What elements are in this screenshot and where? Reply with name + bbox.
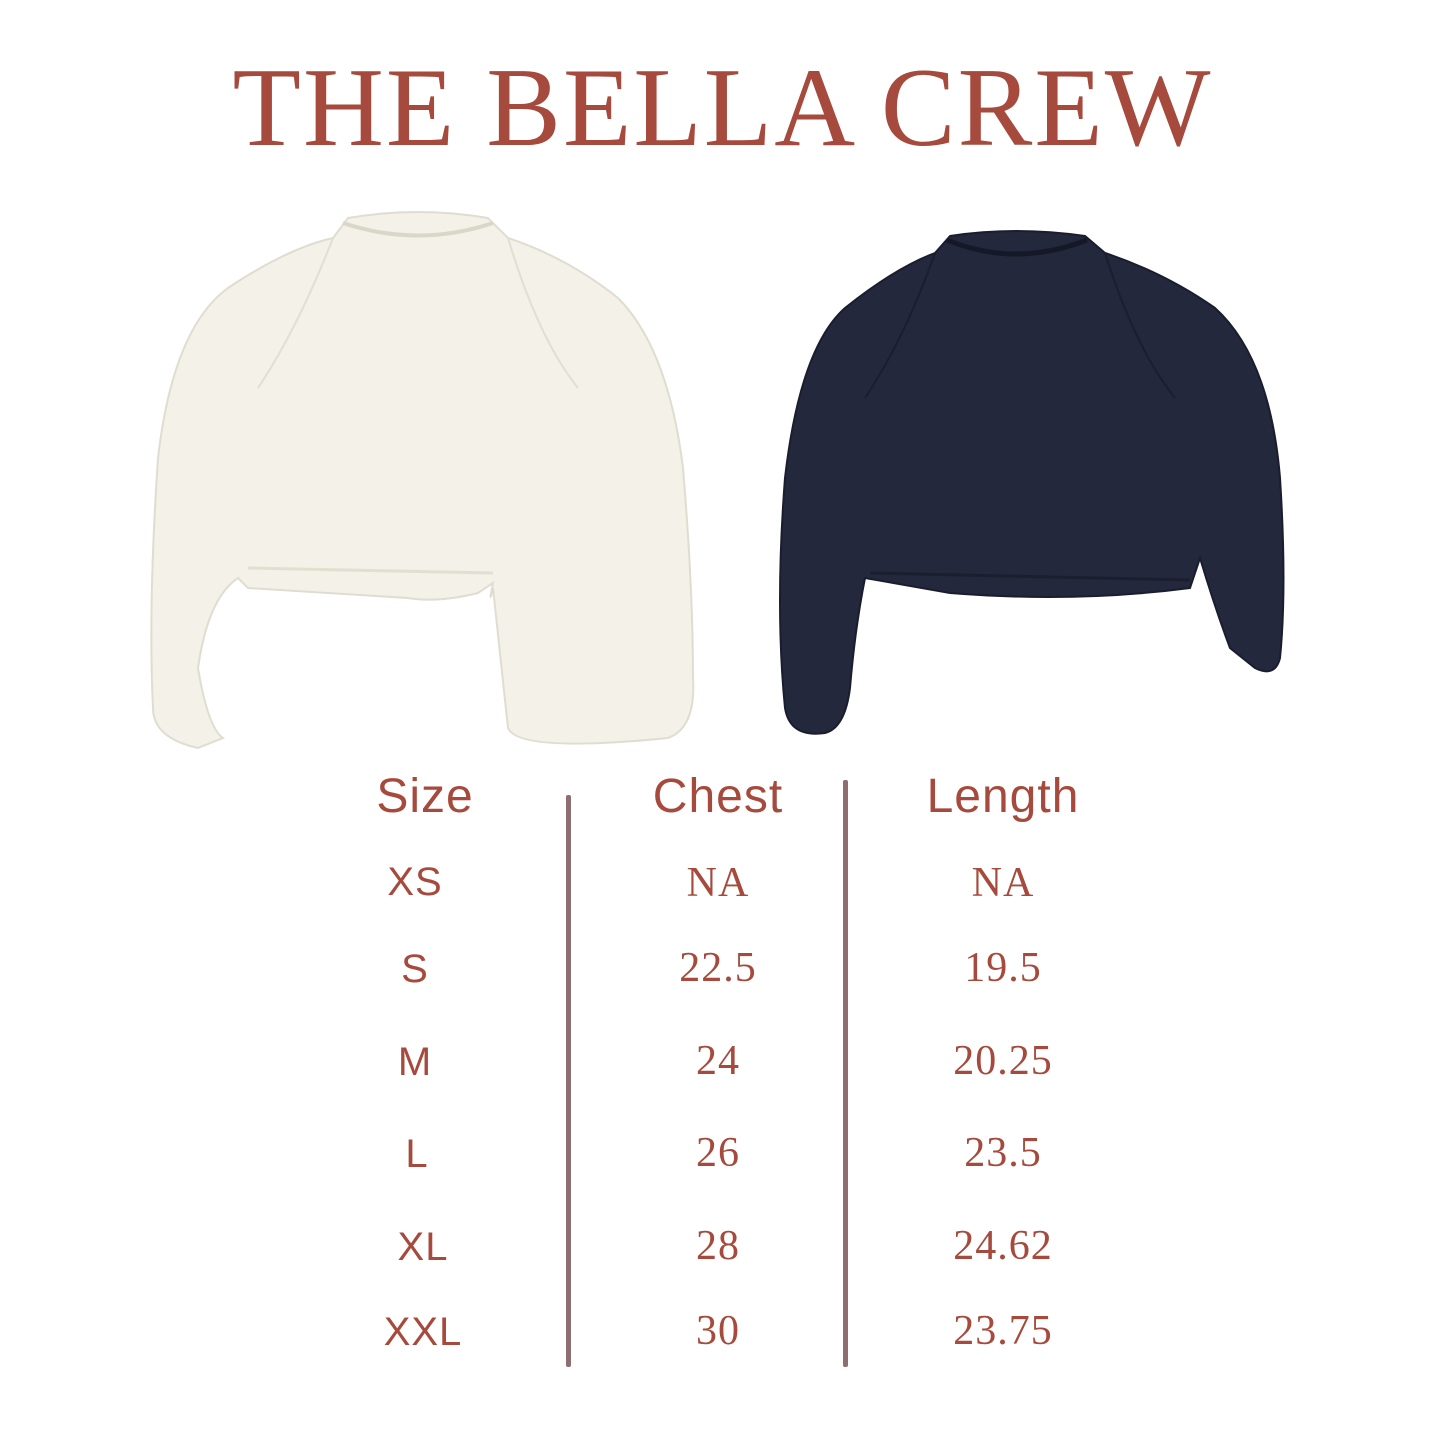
- length-cell: 23.75: [953, 1308, 1053, 1354]
- page-title: THE BELLA CREW: [232, 46, 1213, 170]
- length-cell: 23.5: [964, 1130, 1042, 1176]
- size-cell: M: [397, 1040, 433, 1084]
- size-cell: L: [405, 1132, 429, 1176]
- length-cell: 20.25: [953, 1038, 1053, 1084]
- column-divider-1: [566, 795, 571, 1367]
- chest-cell: 26: [696, 1130, 740, 1176]
- chest-cell: 22.5: [679, 945, 757, 991]
- navy-sweatshirt-image: [779, 230, 1285, 735]
- size-cell: S: [401, 947, 429, 991]
- header-size: Size: [376, 770, 474, 823]
- length-cell: 19.5: [964, 945, 1042, 991]
- length-cell: NA: [971, 860, 1035, 906]
- chest-cell: 24: [696, 1038, 740, 1084]
- column-divider-2: [843, 780, 848, 1367]
- size-cell: XL: [397, 1225, 449, 1269]
- size-cell: XS: [387, 860, 443, 904]
- header-length: Length: [926, 770, 1080, 823]
- cream-sweatshirt-image: [150, 211, 695, 750]
- chest-cell: 30: [696, 1308, 740, 1354]
- chest-cell: 28: [696, 1223, 740, 1269]
- header-chest: Chest: [652, 770, 784, 823]
- size-cell: XXL: [383, 1310, 463, 1354]
- length-cell: 24.62: [953, 1223, 1053, 1269]
- chest-cell: NA: [686, 860, 750, 906]
